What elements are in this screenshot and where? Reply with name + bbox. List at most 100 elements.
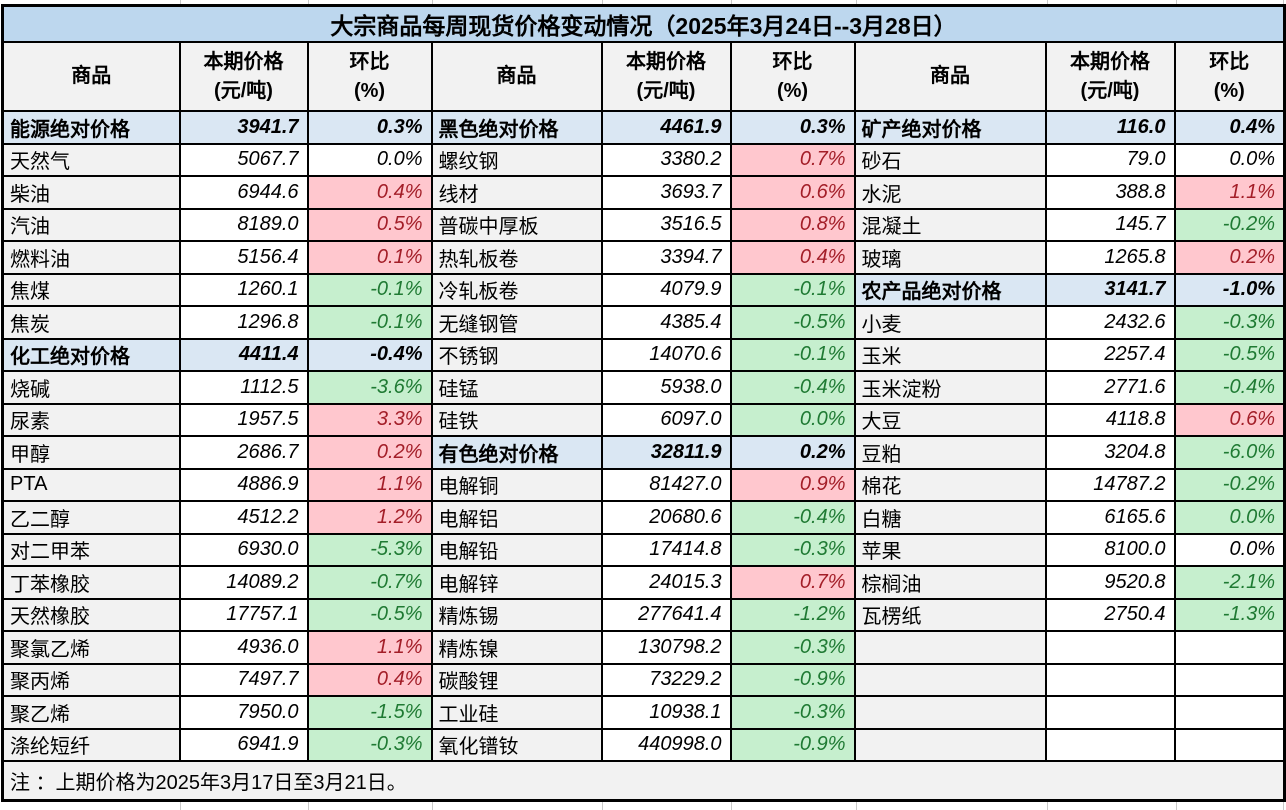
price-cell[interactable]: 1296.8 <box>178 305 309 340</box>
price-cell[interactable]: 4079.9 <box>600 272 732 307</box>
commodity-cell[interactable]: 甲醇 <box>1 435 181 470</box>
price-cell[interactable]: 20680.6 <box>600 500 732 535</box>
commodity-cell[interactable]: 普碳中厚板 <box>430 207 603 242</box>
commodity-cell[interactable]: 玉米 <box>853 337 1047 372</box>
commodity-cell[interactable] <box>853 727 1047 762</box>
price-cell[interactable]: 277641.4 <box>600 597 732 632</box>
pct-cell[interactable]: 0.4% <box>306 175 433 210</box>
price-cell[interactable]: 6930.0 <box>178 532 309 567</box>
price-cell[interactable] <box>1044 695 1176 730</box>
pct-cell[interactable] <box>1173 695 1286 730</box>
price-cell[interactable]: 9520.8 <box>1044 565 1176 600</box>
pct-cell[interactable]: 0.6% <box>729 175 856 210</box>
pct-cell[interactable]: 0.0% <box>729 402 856 437</box>
commodity-cell[interactable]: 豆粕 <box>853 435 1047 470</box>
commodity-cell[interactable]: 苹果 <box>853 532 1047 567</box>
commodity-cell[interactable]: 热轧板卷 <box>430 240 603 275</box>
price-cell[interactable]: 4385.4 <box>600 305 732 340</box>
commodity-cell[interactable]: 矿产绝对价格 <box>853 110 1047 145</box>
commodity-cell[interactable]: 棕榈油 <box>853 565 1047 600</box>
commodity-cell[interactable]: 对二甲苯 <box>1 532 181 567</box>
commodity-cell[interactable]: 大豆 <box>853 402 1047 437</box>
pct-cell[interactable]: -0.4% <box>1173 370 1286 405</box>
commodity-cell[interactable] <box>853 630 1047 665</box>
pct-cell[interactable]: 0.3% <box>306 110 433 145</box>
price-cell[interactable]: 440998.0 <box>600 727 732 762</box>
commodity-cell[interactable]: 天然橡胶 <box>1 597 181 632</box>
price-cell[interactable]: 4411.4 <box>178 337 309 372</box>
price-cell[interactable]: 79.0 <box>1044 142 1176 177</box>
price-cell[interactable]: 4936.0 <box>178 630 309 665</box>
price-cell[interactable]: 14070.6 <box>600 337 732 372</box>
header-commodity-1[interactable]: 商品 <box>1 41 181 112</box>
commodity-cell[interactable]: 焦炭 <box>1 305 181 340</box>
commodity-cell[interactable]: 玻璃 <box>853 240 1047 275</box>
commodity-cell[interactable]: 化工绝对价格 <box>1 337 181 372</box>
price-cell[interactable]: 14089.2 <box>178 565 309 600</box>
pct-cell[interactable]: 1.1% <box>306 630 433 665</box>
commodity-cell[interactable]: 碳酸锂 <box>430 662 603 697</box>
commodity-cell[interactable]: 柴油 <box>1 175 181 210</box>
pct-cell[interactable]: -0.9% <box>729 662 856 697</box>
header-commodity-3[interactable]: 商品 <box>853 41 1047 112</box>
commodity-cell[interactable]: 线材 <box>430 175 603 210</box>
pct-cell[interactable]: 1.2% <box>306 500 433 535</box>
pct-cell[interactable]: 0.4% <box>1173 110 1286 145</box>
pct-cell[interactable]: -1.2% <box>729 597 856 632</box>
commodity-cell[interactable]: 丁苯橡胶 <box>1 565 181 600</box>
commodity-cell[interactable]: 尿素 <box>1 402 181 437</box>
commodity-cell[interactable]: 有色绝对价格 <box>430 435 603 470</box>
commodity-cell[interactable]: 氧化镨钕 <box>430 727 603 762</box>
price-cell[interactable]: 5938.0 <box>600 370 732 405</box>
price-cell[interactable]: 17757.1 <box>178 597 309 632</box>
pct-cell[interactable]: 0.9% <box>729 467 856 502</box>
price-cell[interactable]: 116.0 <box>1044 110 1176 145</box>
commodity-cell[interactable]: 燃料油 <box>1 240 181 275</box>
commodity-cell[interactable]: 涤纶短纤 <box>1 727 181 762</box>
commodity-cell[interactable]: 混凝土 <box>853 207 1047 242</box>
pct-cell[interactable]: 0.6% <box>1173 402 1286 437</box>
price-cell[interactable]: 17414.8 <box>600 532 732 567</box>
commodity-cell[interactable]: 电解铝 <box>430 500 603 535</box>
pct-cell[interactable]: -3.6% <box>306 370 433 405</box>
price-cell[interactable]: 2771.6 <box>1044 370 1176 405</box>
commodity-cell[interactable]: 工业硅 <box>430 695 603 730</box>
commodity-cell[interactable]: 无缝钢管 <box>430 305 603 340</box>
commodity-cell[interactable]: 精炼锡 <box>430 597 603 632</box>
price-cell[interactable]: 3693.7 <box>600 175 732 210</box>
price-cell[interactable]: 3941.7 <box>178 110 309 145</box>
commodity-cell[interactable]: 小麦 <box>853 305 1047 340</box>
pct-cell[interactable]: 0.4% <box>729 240 856 275</box>
pct-cell[interactable]: -2.1% <box>1173 565 1286 600</box>
pct-cell[interactable]: 0.7% <box>729 565 856 600</box>
header-pct-2[interactable]: 环比 (%) <box>729 41 856 112</box>
pct-cell[interactable]: 0.1% <box>306 240 433 275</box>
pct-cell[interactable]: 1.1% <box>306 467 433 502</box>
commodity-cell[interactable]: 螺纹钢 <box>430 142 603 177</box>
commodity-cell[interactable]: 水泥 <box>853 175 1047 210</box>
header-commodity-2[interactable]: 商品 <box>430 41 603 112</box>
commodity-cell[interactable]: 硅锰 <box>430 370 603 405</box>
pct-cell[interactable]: -0.1% <box>729 272 856 307</box>
price-cell[interactable]: 3516.5 <box>600 207 732 242</box>
commodity-cell[interactable]: 汽油 <box>1 207 181 242</box>
price-cell[interactable]: 3141.7 <box>1044 272 1176 307</box>
pct-cell[interactable]: -0.3% <box>729 695 856 730</box>
price-cell[interactable] <box>1044 662 1176 697</box>
price-cell[interactable]: 1265.8 <box>1044 240 1176 275</box>
price-cell[interactable]: 3204.8 <box>1044 435 1176 470</box>
price-cell[interactable]: 6944.6 <box>178 175 309 210</box>
price-cell[interactable]: 8100.0 <box>1044 532 1176 567</box>
pct-cell[interactable]: -6.0% <box>1173 435 1286 470</box>
price-cell[interactable]: 130798.2 <box>600 630 732 665</box>
page-title[interactable]: 大宗商品每周现货价格变动情况（2025年3月24日--3月28日） <box>1 4 1286 43</box>
price-cell[interactable]: 5067.7 <box>178 142 309 177</box>
commodity-cell[interactable]: 电解铅 <box>430 532 603 567</box>
pct-cell[interactable]: 0.4% <box>306 662 433 697</box>
pct-cell[interactable]: 0.0% <box>1173 532 1286 567</box>
commodity-cell[interactable]: 不锈钢 <box>430 337 603 372</box>
commodity-cell[interactable]: 瓦楞纸 <box>853 597 1047 632</box>
commodity-cell[interactable]: 砂石 <box>853 142 1047 177</box>
price-cell[interactable]: 3394.7 <box>600 240 732 275</box>
price-cell[interactable]: 2432.6 <box>1044 305 1176 340</box>
